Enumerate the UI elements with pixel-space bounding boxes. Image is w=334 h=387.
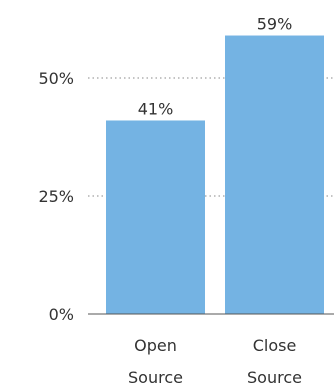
- x-axis-categories: Open Source Close Source: [128, 336, 302, 387]
- data-labels: 41% 59%: [138, 15, 293, 119]
- data-label: 59%: [257, 15, 293, 34]
- category-label: Close: [253, 336, 297, 355]
- y-tick-label: 25%: [38, 187, 74, 206]
- category-label: Open: [134, 336, 177, 355]
- category-label: Source: [247, 368, 302, 387]
- y-axis-ticks: 0% 25% 50%: [38, 69, 74, 324]
- category-label: Source: [128, 368, 183, 387]
- bar: [106, 120, 205, 314]
- y-tick-label: 0%: [49, 305, 74, 324]
- bars: [106, 35, 324, 315]
- bar: [225, 35, 324, 315]
- data-label: 41%: [138, 99, 174, 118]
- y-tick-label: 50%: [38, 69, 74, 88]
